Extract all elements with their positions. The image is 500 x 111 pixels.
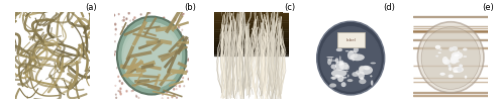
Text: (a): (a): [85, 3, 96, 12]
Text: (b): (b): [184, 3, 196, 12]
Text: (d): (d): [383, 3, 394, 12]
Text: (e): (e): [482, 3, 494, 12]
Text: (c): (c): [284, 3, 296, 12]
